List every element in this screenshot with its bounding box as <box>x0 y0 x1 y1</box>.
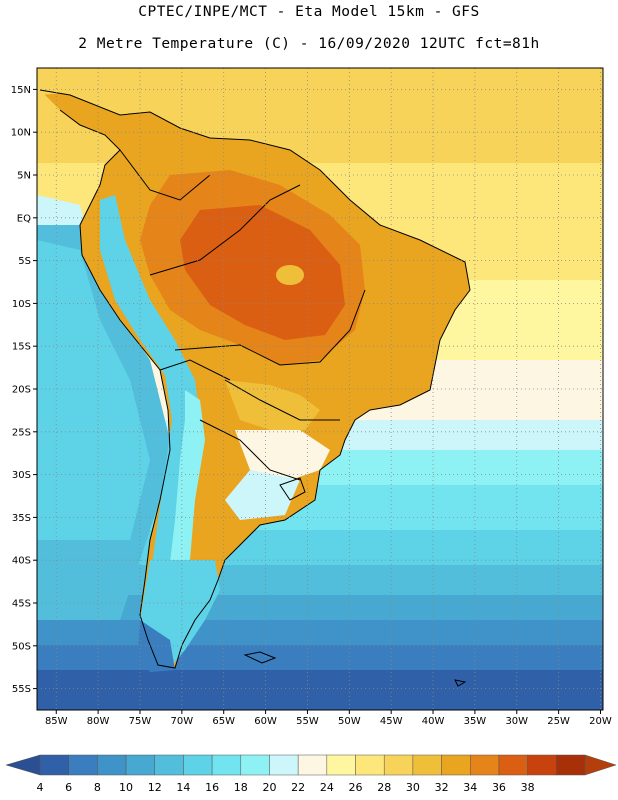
map-title-line1: CPTEC/INPE/MCT - Eta Model 15km - GFS <box>138 4 480 20</box>
colorbar-label: 18 <box>233 781 248 794</box>
colorbar-segment <box>211 754 242 776</box>
colorbar-high-arrow <box>584 754 617 776</box>
colorbar-segment <box>154 754 184 776</box>
lat-label: 5S <box>18 256 31 267</box>
colorbar-label: 16 <box>205 781 220 794</box>
colorbar-segment <box>97 754 127 776</box>
lon-label: 55W <box>296 716 319 727</box>
colorbar-label: 24 <box>319 781 334 794</box>
temperature-field <box>37 68 603 710</box>
lon-label: 50W <box>338 716 361 727</box>
lat-label: 15N <box>11 85 31 96</box>
temperature-colorbar <box>5 754 617 776</box>
colorbar-segment <box>125 754 155 776</box>
lon-label: 85W <box>45 716 68 727</box>
longitude-labels: 85W 80W 75W 70W 65W 60W 55W 50W 45W 40W 35W 30W 25W 2… <box>45 716 612 727</box>
lat-label: 10S <box>12 299 31 310</box>
colorbar-segment <box>470 754 500 776</box>
colorbar-label: 12 <box>147 781 162 794</box>
lon-label: 75W <box>129 716 152 727</box>
axis-ticks <box>33 88 601 714</box>
colorbar-label: 36 <box>491 781 506 794</box>
colorbar-label: 30 <box>405 781 420 794</box>
colorbar-segment <box>269 754 299 776</box>
lat-label: 55S <box>12 684 31 695</box>
colorbar-label: 28 <box>377 781 392 794</box>
lon-label: 30W <box>505 716 528 727</box>
colorbar-segment <box>383 754 414 776</box>
lon-label: 45W <box>380 716 403 727</box>
colorbar-segment <box>39 754 69 776</box>
colorbar-label: 8 <box>93 781 101 794</box>
lat-label: 40S <box>12 556 31 567</box>
lat-label: 5N <box>17 171 31 182</box>
colorbar-label: 38 <box>520 781 535 794</box>
lat-label: EQ <box>17 213 31 224</box>
latitude-labels: 15N 10N 5N EQ 5S 10S 15S 20S 25S 30S 35S 40S 45S 50S 5… <box>11 85 31 695</box>
colorbar-label: 22 <box>291 781 306 794</box>
colorbar-segment <box>498 754 528 776</box>
colorbar-label: 14 <box>176 781 191 794</box>
colorbar-label: 4 <box>36 781 44 794</box>
map-title-line2: 2 Metre Temperature (C) - 16/09/2020 12U… <box>78 36 540 52</box>
lat-label: 15S <box>12 342 31 353</box>
lat-label: 25S <box>12 427 31 438</box>
lon-label: 35W <box>464 716 487 727</box>
colorbar-segment <box>183 754 213 776</box>
colorbar-segment <box>240 754 270 776</box>
colorbar-segment <box>297 754 328 776</box>
lon-label: 65W <box>212 716 235 727</box>
colorbar-segment <box>326 754 356 776</box>
colorbar-segment <box>556 754 586 776</box>
lat-label: 30S <box>12 470 31 481</box>
colorbar-label: 10 <box>119 781 134 794</box>
lon-label: 70W <box>171 716 194 727</box>
lon-label: 40W <box>422 716 445 727</box>
lat-label: 35S <box>12 513 31 524</box>
colorbar-label: 34 <box>463 781 478 794</box>
lon-label: 20W <box>589 716 612 727</box>
colorbar-label: 20 <box>262 781 277 794</box>
colorbar-segment <box>412 754 442 776</box>
lat-label: 10N <box>11 128 31 139</box>
colorbar-label: 26 <box>348 781 363 794</box>
colorbar-segment <box>527 754 557 776</box>
colorbar-label: 32 <box>434 781 449 794</box>
lat-label: 45S <box>12 599 31 610</box>
colorbar-segment <box>355 754 385 776</box>
colorbar-low-arrow <box>5 754 41 776</box>
lon-label: 25W <box>547 716 570 727</box>
lon-label: 60W <box>254 716 277 727</box>
colorbar-segment <box>68 754 98 776</box>
colorbar-label: 6 <box>65 781 73 794</box>
lat-label: 20S <box>12 385 31 396</box>
lon-label: 80W <box>87 716 110 727</box>
colorbar-segment <box>441 754 471 776</box>
lat-label: 50S <box>12 641 31 652</box>
